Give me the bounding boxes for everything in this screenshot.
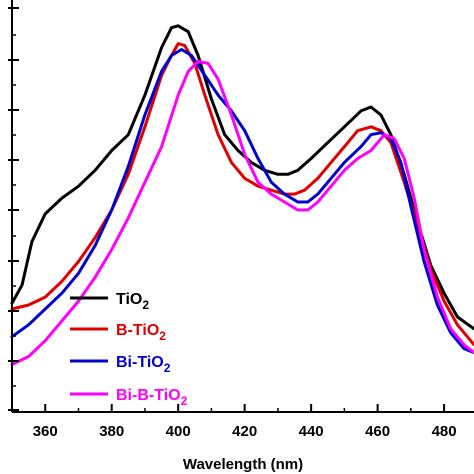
legend-label-2: B-TiO2 xyxy=(116,322,166,343)
legend-label-4: Bi-B-TiO2 xyxy=(116,387,188,408)
x-tick-label-420: 420 xyxy=(232,423,257,440)
tick-marks xyxy=(8,7,446,412)
series-line-4 xyxy=(10,59,474,366)
x-tick-label-460: 460 xyxy=(365,423,390,440)
x-tick-label-380: 380 xyxy=(99,423,124,440)
x-tick-label-480: 480 xyxy=(432,423,457,440)
x-tick-label-400: 400 xyxy=(166,423,191,440)
legend-label-3: Bi-TiO2 xyxy=(116,354,171,375)
legend-label-1: TiO2 xyxy=(116,291,149,312)
x-axis-label: Wavelength (nm) xyxy=(183,456,303,473)
x-tick-label-360: 360 xyxy=(33,423,58,440)
x-tick-label-440: 440 xyxy=(299,423,324,440)
legend: TiO2 B-TiO2 Bi-TiO2 Bi-B-TiO2 xyxy=(70,291,188,408)
axes xyxy=(11,0,474,413)
x-tick-labels: 360 380 400 420 440 460 480 xyxy=(33,423,457,440)
series-lines xyxy=(10,24,474,366)
series-line-3 xyxy=(10,48,474,355)
